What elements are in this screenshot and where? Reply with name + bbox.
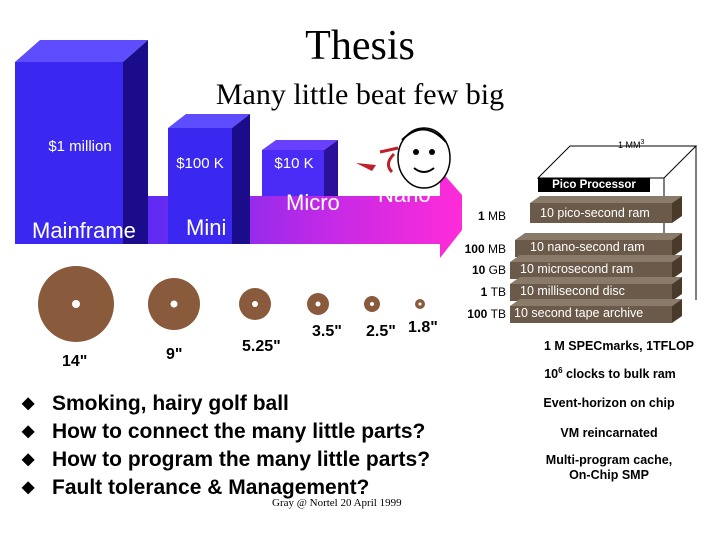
slide-subtitle: Many little beat few big bbox=[215, 78, 505, 111]
size-100tb: 100 TB bbox=[440, 307, 506, 321]
disk-14 bbox=[38, 266, 114, 342]
diamond-bullet-icon: ◆ bbox=[22, 451, 35, 468]
bullet-4-text: Fault tolerance & Management? bbox=[52, 476, 370, 499]
size-10gb-unit: GB bbox=[488, 263, 506, 277]
size-100tb-unit: TB bbox=[490, 307, 506, 321]
slide-title: Thesis bbox=[305, 23, 415, 69]
price-million: $1 million bbox=[48, 138, 112, 155]
micro-box bbox=[262, 140, 338, 196]
diamond-bullet-icon: ◆ bbox=[22, 479, 35, 496]
pico-stack bbox=[510, 145, 698, 323]
bullet-3-text: How to program the many little parts? bbox=[52, 448, 431, 471]
era-mini: Mini bbox=[186, 215, 227, 240]
size-1mb-num: 1 bbox=[477, 209, 485, 223]
size-1tb-unit: TB bbox=[490, 285, 506, 299]
era-mainframe: Mainframe bbox=[32, 218, 136, 243]
disk-18 bbox=[415, 299, 425, 309]
disk-label-25: 2.5" bbox=[366, 323, 396, 340]
slide-credit: Gray @ Nortel 20 April 1999 bbox=[272, 497, 402, 509]
disk-25 bbox=[364, 296, 380, 312]
multiprogram-note: Multi-program cache, On-Chip SMP bbox=[524, 453, 694, 483]
size-1tb-num: 1 bbox=[480, 285, 488, 299]
size-100mb: 100 MB bbox=[440, 242, 506, 256]
multiprogram-line-2: On-Chip SMP bbox=[569, 468, 649, 482]
era-nano: Nano bbox=[378, 182, 431, 207]
clocks-base: 10 bbox=[544, 367, 559, 382]
pico-layer-5: 10 second tape archive bbox=[514, 306, 644, 320]
pico-scale-exp: 3 bbox=[640, 139, 645, 146]
pico-scale-label: 1 MM bbox=[618, 140, 641, 150]
bullet-4: ◆ Fault tolerance & Management? bbox=[22, 476, 369, 500]
disk-35 bbox=[307, 293, 329, 315]
price-10k: $10 K bbox=[274, 155, 314, 172]
size-100tb-num: 100 bbox=[467, 307, 488, 321]
mini-box bbox=[168, 114, 250, 244]
size-10gb: 10 GB bbox=[440, 263, 506, 277]
pico-layer-3: 10 microsecond ram bbox=[520, 262, 634, 276]
size-1mb-unit: MB bbox=[488, 209, 506, 223]
pico-scale: 1 MM3 bbox=[618, 139, 644, 150]
multiprogram-line-1: Multi-program cache, bbox=[545, 453, 673, 467]
disk-9 bbox=[148, 278, 200, 330]
era-micro: Micro bbox=[286, 190, 340, 215]
diamond-bullet-icon: ◆ bbox=[22, 423, 35, 440]
disk-label-18: 1.8" bbox=[408, 319, 438, 336]
pico-processor-title: Pico Processor bbox=[552, 179, 636, 191]
disk-label-9: 9" bbox=[166, 346, 183, 363]
disk-525 bbox=[239, 288, 271, 320]
disk-label-35: 3.5" bbox=[312, 323, 342, 340]
pico-layer-2: 10 nano-second ram bbox=[530, 240, 645, 254]
clocks-note: 106 clocks to bulk ram bbox=[530, 366, 690, 381]
bullet-2-text: How to connect the many little parts? bbox=[52, 420, 426, 443]
mainframe-box bbox=[15, 40, 148, 244]
diamond-bullet-icon: ◆ bbox=[22, 395, 35, 412]
disk-label-525: 5.25" bbox=[242, 338, 281, 355]
bullet-1: ◆ Smoking, hairy golf ball bbox=[22, 392, 289, 416]
golf-ball-figure bbox=[379, 127, 451, 189]
size-10gb-num: 10 bbox=[471, 263, 486, 277]
size-100mb-num: 100 bbox=[464, 242, 485, 256]
size-1mb: 1 MB bbox=[440, 209, 506, 223]
clocks-rest: clocks to bulk ram bbox=[562, 367, 676, 382]
clocks-exp: 6 bbox=[558, 366, 563, 375]
disk-label-14: 14" bbox=[62, 353, 88, 370]
pico-layer-1: 10 pico-second ram bbox=[540, 206, 650, 220]
spec-note: 1 M SPECmarks, 1TFLOP bbox=[543, 339, 695, 353]
size-100mb-unit: MB bbox=[488, 242, 506, 256]
price-100k: $100 K bbox=[176, 155, 224, 172]
bullet-1-text: Smoking, hairy golf ball bbox=[52, 392, 289, 415]
vm-note: VM reincarnated bbox=[560, 426, 658, 440]
pico-layer-4: 10 millisecond disc bbox=[520, 284, 625, 298]
size-1tb: 1 TB bbox=[440, 285, 506, 299]
event-horizon-note: Event-horizon on chip bbox=[543, 396, 675, 410]
bullet-3: ◆ How to program the many little parts? bbox=[22, 448, 430, 472]
bullet-2: ◆ How to connect the many little parts? bbox=[22, 420, 425, 444]
